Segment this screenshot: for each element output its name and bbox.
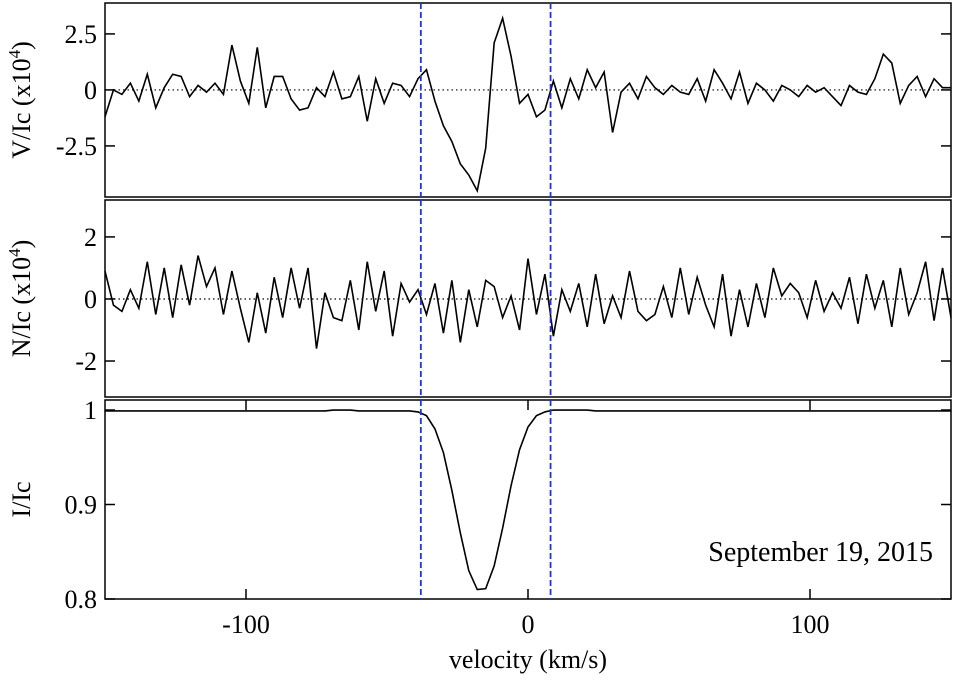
x-axis-label: velocity (km/s) bbox=[449, 645, 607, 674]
y-axis-label: V/Ic (x104) bbox=[5, 41, 36, 159]
y-tick-label: 1 bbox=[84, 396, 97, 425]
y-label-part: N/Ic (x10 bbox=[7, 257, 36, 357]
y-label-part: 4 bbox=[5, 49, 24, 58]
y-tick-label: 0.9 bbox=[65, 491, 98, 520]
y-label-part: V/Ic (x10 bbox=[7, 58, 36, 158]
x-tick-label: 100 bbox=[791, 610, 830, 639]
x-tick-label: 0 bbox=[522, 610, 535, 639]
panel-frame bbox=[104, 2, 952, 198]
y-label-part: ) bbox=[7, 240, 36, 249]
y-tick-label: 0 bbox=[84, 285, 97, 314]
data-line bbox=[105, 409, 951, 591]
y-tick-label: 0.8 bbox=[65, 585, 98, 614]
y-axis-label: N/Ic (x104) bbox=[5, 240, 36, 358]
y-label-part: I/Ic bbox=[7, 481, 36, 517]
panel-frame bbox=[104, 399, 952, 600]
y-axis-label: I/Ic bbox=[7, 481, 36, 517]
y-tick-label: -2 bbox=[75, 347, 97, 376]
data-line bbox=[104, 15, 951, 194]
x-tick-label: -100 bbox=[222, 610, 270, 639]
y-label-part: ) bbox=[7, 41, 36, 50]
annotation: September 19, 2015 bbox=[708, 537, 933, 568]
y-label-part: 4 bbox=[5, 248, 24, 257]
y-tick-label: -2.5 bbox=[56, 132, 97, 161]
data-line bbox=[104, 255, 952, 349]
y-tick-label: 0 bbox=[84, 76, 97, 105]
y-tick-label: 2.5 bbox=[65, 20, 98, 49]
y-tick-label: 2 bbox=[84, 223, 97, 252]
